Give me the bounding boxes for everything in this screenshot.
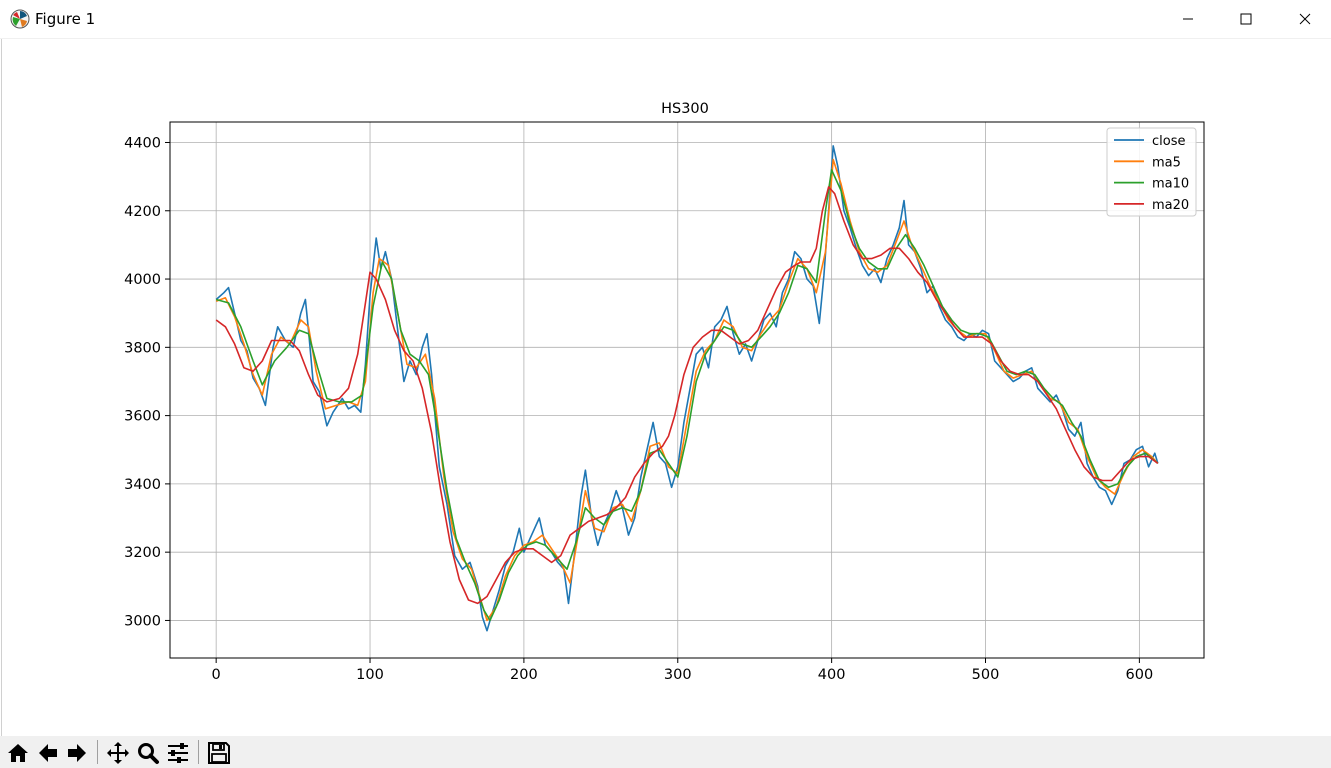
close-button[interactable] bbox=[1276, 0, 1331, 38]
home-icon bbox=[8, 743, 28, 762]
figure-canvas[interactable]: 0 100 200 300 400 500 600 3000 3200 3400 3600 3800 4… bbox=[1, 39, 1331, 736]
home-button[interactable] bbox=[4, 739, 32, 766]
maximize-button[interactable] bbox=[1217, 0, 1275, 38]
chart-title: HS300 bbox=[661, 101, 709, 117]
y-tick-label: 4200 bbox=[124, 204, 161, 220]
series-line-ma5 bbox=[215, 158, 1159, 622]
x-tick-label: 600 bbox=[1126, 667, 1154, 683]
window-title: Figure 1 bbox=[35, 10, 96, 28]
pan-button[interactable] bbox=[104, 739, 132, 766]
axes-frame bbox=[169, 121, 1205, 659]
zoom-icon bbox=[138, 742, 159, 764]
legend-label-ma5: ma5 bbox=[1152, 155, 1181, 170]
window-titlebar: Figure 1 bbox=[0, 0, 1331, 39]
navigation-toolbar bbox=[0, 736, 1331, 768]
y-tick-label: 3600 bbox=[124, 409, 161, 425]
x-tick-label: 100 bbox=[356, 667, 384, 683]
y-tick-label: 3800 bbox=[124, 340, 161, 356]
series-line-ma20 bbox=[215, 186, 1159, 605]
minimize-icon bbox=[1183, 18, 1193, 20]
configure-subplots-button[interactable] bbox=[164, 739, 192, 766]
save-icon bbox=[208, 741, 230, 764]
x-tick-label: 300 bbox=[664, 667, 692, 683]
x-tick-label: 200 bbox=[510, 667, 538, 683]
x-tick-label: 400 bbox=[818, 667, 846, 683]
x-tick-label: 0 bbox=[212, 667, 221, 683]
minimize-button[interactable] bbox=[1159, 0, 1217, 38]
y-tick-label: 3000 bbox=[124, 613, 161, 629]
toolbar-separator bbox=[198, 740, 199, 764]
back-arrow-icon bbox=[39, 743, 57, 762]
legend: close ma5 ma10 ma20 bbox=[1106, 127, 1197, 217]
back-button[interactable] bbox=[34, 739, 62, 766]
forward-button[interactable] bbox=[63, 739, 91, 766]
line-chart: 0 100 200 300 400 500 600 3000 3200 3400 3600 3800 4… bbox=[124, 101, 1205, 683]
x-tick-label: 500 bbox=[972, 667, 1000, 683]
zoom-button[interactable] bbox=[134, 739, 162, 766]
toolbar-separator bbox=[97, 740, 98, 764]
legend-box bbox=[1106, 127, 1197, 217]
series-line-ma10 bbox=[215, 169, 1159, 622]
legend-label-ma20: ma20 bbox=[1152, 198, 1189, 213]
series-line-close bbox=[215, 145, 1159, 632]
pan-icon bbox=[107, 741, 129, 764]
forward-arrow-icon bbox=[68, 743, 86, 762]
y-tick-label: 4400 bbox=[124, 135, 161, 151]
close-icon bbox=[1299, 13, 1311, 25]
y-tick-label: 3200 bbox=[124, 545, 161, 561]
matplotlib-logo-icon bbox=[10, 9, 30, 29]
configure-subplots-icon bbox=[168, 742, 188, 763]
legend-label-ma10: ma10 bbox=[1152, 177, 1189, 192]
save-button[interactable] bbox=[205, 739, 233, 766]
y-tick-label: 3400 bbox=[124, 477, 161, 493]
legend-label-close: close bbox=[1152, 134, 1185, 149]
maximize-icon bbox=[1240, 13, 1252, 25]
y-tick-label: 4000 bbox=[124, 272, 161, 288]
